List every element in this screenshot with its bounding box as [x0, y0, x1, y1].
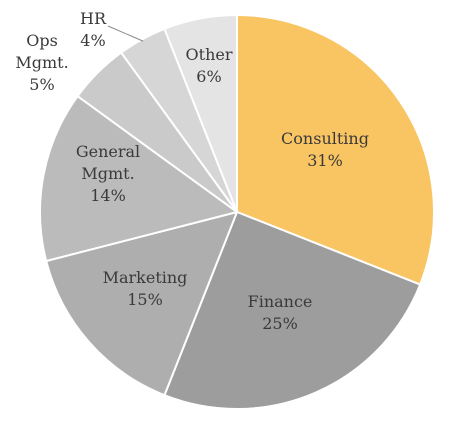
slice-label-general-mgmt: General Mgmt. 14% — [76, 142, 140, 205]
slice-value: 6% — [196, 67, 221, 86]
slice-value: 14% — [90, 186, 126, 205]
leader-line-hr — [107, 25, 144, 42]
slice-name: Ops — [26, 31, 58, 50]
pie-leader-lines — [107, 25, 144, 42]
slice-name: Mgmt. — [81, 164, 134, 183]
slice-name: Marketing — [103, 268, 188, 287]
pie-slice-marketing — [44, 210, 239, 397]
slice-name: General — [76, 142, 140, 161]
slice-name: Other — [186, 45, 233, 64]
slice-label-ops-mgmt: Ops Mgmt. 5% — [15, 31, 68, 94]
pie-slice-other — [163, 13, 238, 213]
slice-label-consulting: Consulting 31% — [281, 129, 369, 170]
pie-labels: Consulting 31% Finance 25% Marketing 15% Gener… — [15, 9, 369, 333]
slice-name: Consulting — [281, 129, 369, 148]
pie-slice-general-mgmt — [39, 94, 240, 263]
slice-label-other: Other 6% — [186, 45, 233, 86]
slice-value: 5% — [29, 75, 54, 94]
slice-label-hr: HR 4% — [80, 9, 107, 50]
slice-value: 25% — [262, 314, 298, 333]
slice-name: Mgmt. — [15, 53, 68, 72]
slice-name: Finance — [248, 292, 313, 311]
slice-label-finance: Finance 25% — [248, 292, 313, 333]
slice-name: HR — [80, 9, 107, 28]
pie-slices — [39, 13, 435, 410]
slice-value: 15% — [127, 290, 163, 309]
slice-value: 31% — [307, 151, 343, 170]
pie-slice-finance — [163, 210, 422, 410]
slice-label-marketing: Marketing 15% — [103, 268, 188, 309]
pie-slice-consulting — [236, 13, 435, 286]
slice-value: 4% — [80, 31, 105, 50]
